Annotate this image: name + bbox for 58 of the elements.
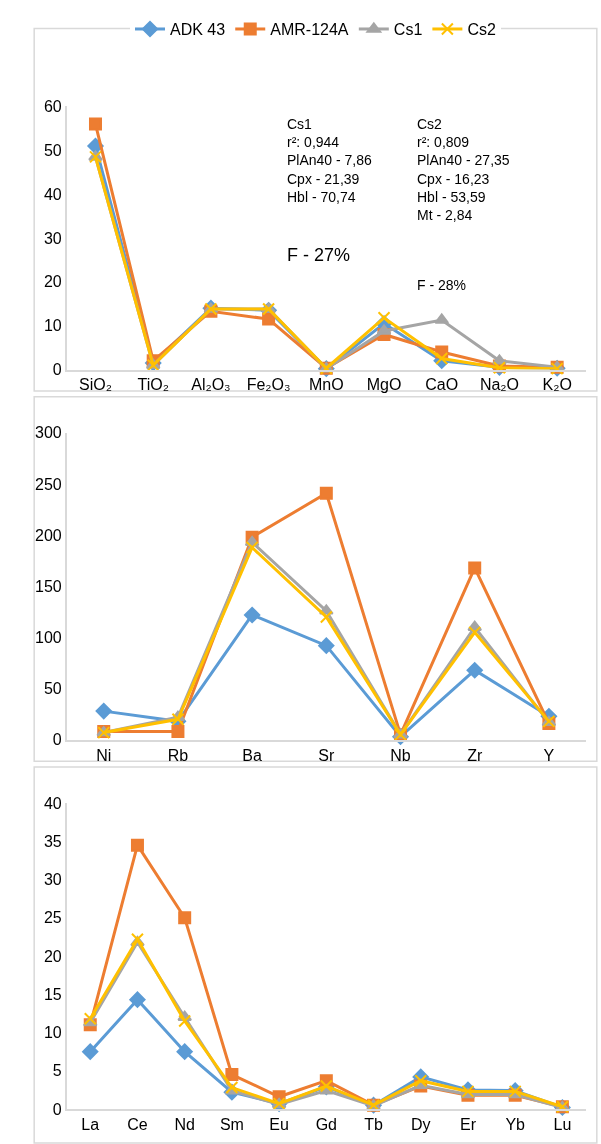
x-tick-label: MgO bbox=[366, 376, 402, 394]
y-tick-label: 10 bbox=[43, 317, 62, 335]
annotation: F - 27% bbox=[287, 245, 351, 265]
y-tick-label: 300 bbox=[34, 424, 62, 442]
legend-label: Cs1 bbox=[393, 21, 423, 39]
x-tick-label: Ba bbox=[242, 746, 263, 764]
y-tick-label: 15 bbox=[43, 985, 62, 1003]
y-tick-label: 30 bbox=[43, 871, 62, 889]
y-tick-label: 200 bbox=[34, 526, 62, 544]
x-tick-label: Fe₂O₃ bbox=[246, 376, 291, 394]
x-tick-label: Nb bbox=[390, 746, 411, 764]
x-tick-label: SiO₂ bbox=[79, 376, 112, 394]
y-tick-label: 20 bbox=[43, 947, 62, 965]
x-tick-label: La bbox=[81, 1115, 100, 1133]
y-tick-label: 150 bbox=[34, 577, 62, 595]
annotation: F - 28% bbox=[417, 277, 467, 293]
y-tick-label: 5 bbox=[52, 1062, 62, 1080]
y-tick-label: 0 bbox=[52, 1100, 62, 1118]
y-tick-label: 0 bbox=[52, 361, 62, 379]
x-tick-label: Ni bbox=[96, 746, 112, 764]
annotation: Cs1 r²: 0,944 PlAn40 - 7,86 Cpx - 21,39 Hbl - 70,74 bbox=[287, 116, 373, 205]
x-tick-label: Sr bbox=[318, 746, 335, 764]
x-tick-label: Ce bbox=[127, 1115, 148, 1133]
x-tick-label: Er bbox=[459, 1115, 477, 1133]
annotation: Cs2 r²: 0,809 PlAn40 - 27,35 Cpx - 16,23 Hbl - 53,59 Mt - 2,84 bbox=[417, 116, 510, 223]
y-tick-label: 250 bbox=[34, 475, 62, 493]
legend-label: ADK 43 bbox=[170, 21, 226, 39]
y-tick-label: 0 bbox=[52, 731, 62, 749]
x-tick-label: Gd bbox=[315, 1115, 337, 1133]
y-tick-label: 40 bbox=[43, 185, 62, 203]
x-tick-label: Na₂O bbox=[479, 376, 519, 394]
y-tick-label: 35 bbox=[43, 832, 62, 850]
x-tick-label: K₂O bbox=[542, 376, 572, 394]
x-tick-label: Yb bbox=[505, 1115, 526, 1133]
y-tick-label: 20 bbox=[43, 273, 62, 291]
legend-label: Cs2 bbox=[467, 21, 496, 39]
y-tick-label: 50 bbox=[43, 141, 62, 159]
y-tick-label: 40 bbox=[43, 794, 62, 812]
x-tick-label: Zr bbox=[467, 746, 483, 764]
y-tick-label: 25 bbox=[43, 909, 62, 927]
x-tick-label: MnO bbox=[308, 376, 344, 394]
x-tick-label: Sm bbox=[219, 1115, 244, 1133]
y-tick-label: 10 bbox=[43, 1024, 62, 1042]
y-tick-label: 60 bbox=[43, 98, 62, 116]
x-tick-label: Dy bbox=[410, 1115, 431, 1133]
x-tick-label: TiO₂ bbox=[137, 376, 169, 394]
y-tick-label: 100 bbox=[34, 629, 62, 647]
x-tick-label: Eu bbox=[269, 1115, 289, 1133]
x-tick-label: Nd bbox=[174, 1115, 195, 1133]
x-tick-label: Tb bbox=[364, 1115, 383, 1133]
x-tick-label: Al₂O₃ bbox=[191, 376, 231, 394]
y-tick-label: 50 bbox=[43, 680, 62, 698]
legend-label: AMR-124A bbox=[270, 21, 349, 39]
x-tick-label: Lu bbox=[553, 1115, 572, 1133]
x-tick-label: Rb bbox=[167, 746, 189, 764]
y-tick-label: 30 bbox=[43, 229, 62, 247]
x-tick-label: Y bbox=[543, 746, 555, 764]
x-tick-label: CaO bbox=[425, 376, 459, 394]
